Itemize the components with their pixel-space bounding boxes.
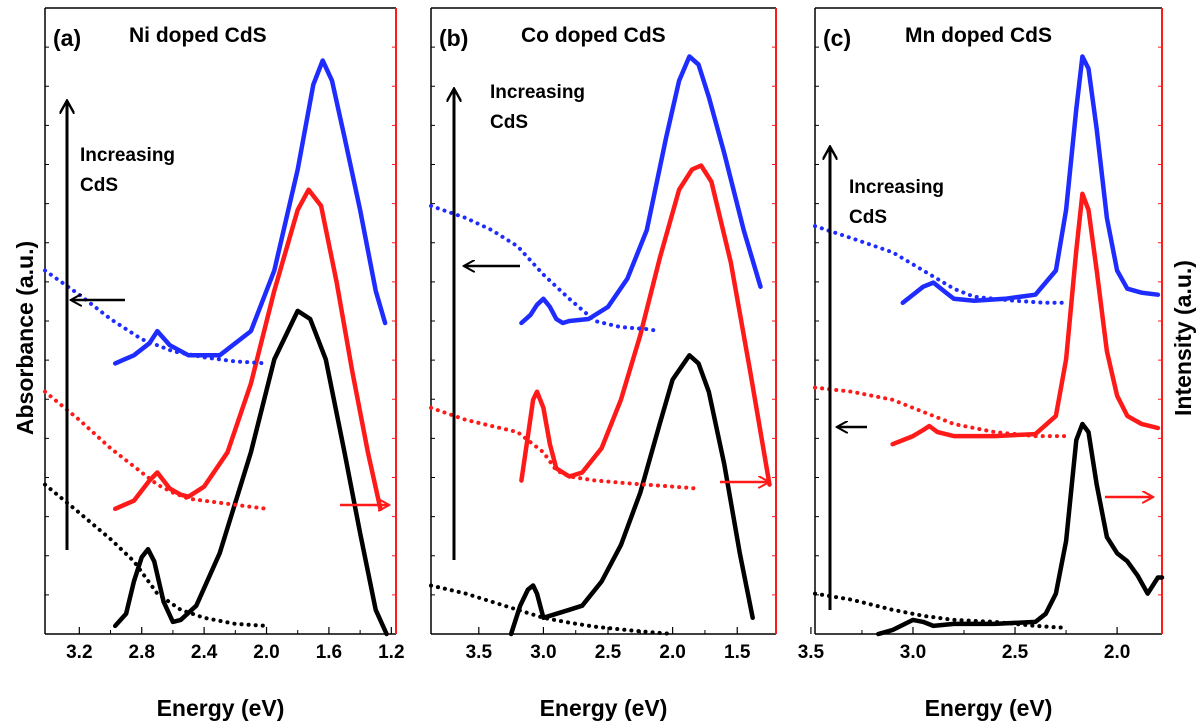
- series-black-dotted: [43, 482, 269, 628]
- series-black-solid: [112, 308, 389, 637]
- panel-label: (b): [439, 25, 468, 51]
- x-axis-title: Energy (eV): [157, 695, 285, 721]
- x-tick-label: 2.0: [253, 642, 279, 663]
- series-black-solid: [876, 421, 1165, 637]
- panel-title: Ni doped CdS: [129, 24, 267, 47]
- x-tick-label: 1.6: [316, 642, 342, 663]
- panel-2: 3.5 3.0 2.5 2.0 1.5 Energy (eV) (b) Co doped Cd…: [429, 7, 777, 721]
- annotation-text: Increasing: [849, 177, 944, 198]
- x-tick-label: 2.8: [129, 642, 155, 663]
- y-axis-title-left: Absorbance (a.u.): [12, 241, 38, 435]
- x-tick-label: 2.0: [659, 642, 685, 663]
- x-tick-label: 3.2: [66, 642, 92, 663]
- panel-title: Mn doped CdS: [905, 24, 1052, 47]
- series-red-solid: [890, 191, 1161, 447]
- series-red-dotted: [43, 389, 269, 511]
- panel-label: (c): [823, 25, 851, 51]
- series-blue-dotted: [43, 268, 269, 366]
- x-tick-label: 2.0: [1104, 642, 1130, 663]
- x-axis-title: Energy (eV): [925, 695, 1053, 721]
- panel-1: 3.2 2.8 2.4 2.0 1.6 1.2 Energy (eV) (a) Ni doped…: [43, 7, 405, 721]
- panel-3: 3.5 3.0 2.5 2.0 Energy (eV) (c) Mn doped CdS In…: [798, 7, 1165, 721]
- x-tick-label: 2.4: [191, 642, 218, 663]
- x-tick-label: 3.0: [530, 642, 556, 663]
- series-blue-dotted: [813, 224, 1069, 305]
- annotation-text: Increasing: [490, 82, 585, 103]
- x-tick-label: 2.5: [595, 642, 622, 663]
- annotation-text: Increasing: [80, 145, 175, 166]
- annotation-text: CdS: [80, 175, 118, 196]
- series-red-dotted: [429, 405, 701, 491]
- x-tick-label: 3.5: [466, 642, 493, 663]
- series-blue-solid: [519, 54, 763, 326]
- series-black-dotted: [813, 591, 1069, 630]
- x-axis-title: Energy (eV): [540, 695, 668, 721]
- x-tick-label: 3.5: [798, 642, 825, 663]
- series-red-solid: [112, 187, 383, 512]
- series-blue-dotted: [429, 203, 662, 334]
- series-black-solid: [508, 353, 755, 637]
- x-tick-label: 2.5: [1002, 642, 1029, 663]
- series-blue-solid: [900, 54, 1161, 306]
- series-red-dotted: [813, 385, 1069, 439]
- panel-title: Co doped CdS: [521, 24, 666, 47]
- y-axis-title-right: Intensity (a.u.): [1170, 260, 1196, 416]
- annotation-text: CdS: [490, 112, 528, 133]
- panel-label: (a): [53, 25, 81, 51]
- series-blue-solid: [112, 58, 388, 366]
- series-black-dotted: [429, 583, 675, 636]
- annotation-text: CdS: [849, 207, 887, 228]
- series-red-solid: [519, 163, 772, 487]
- x-tick-label: 3.0: [900, 642, 926, 663]
- x-tick-label: 1.2: [378, 642, 404, 663]
- x-tick-label: 1.5: [724, 642, 751, 663]
